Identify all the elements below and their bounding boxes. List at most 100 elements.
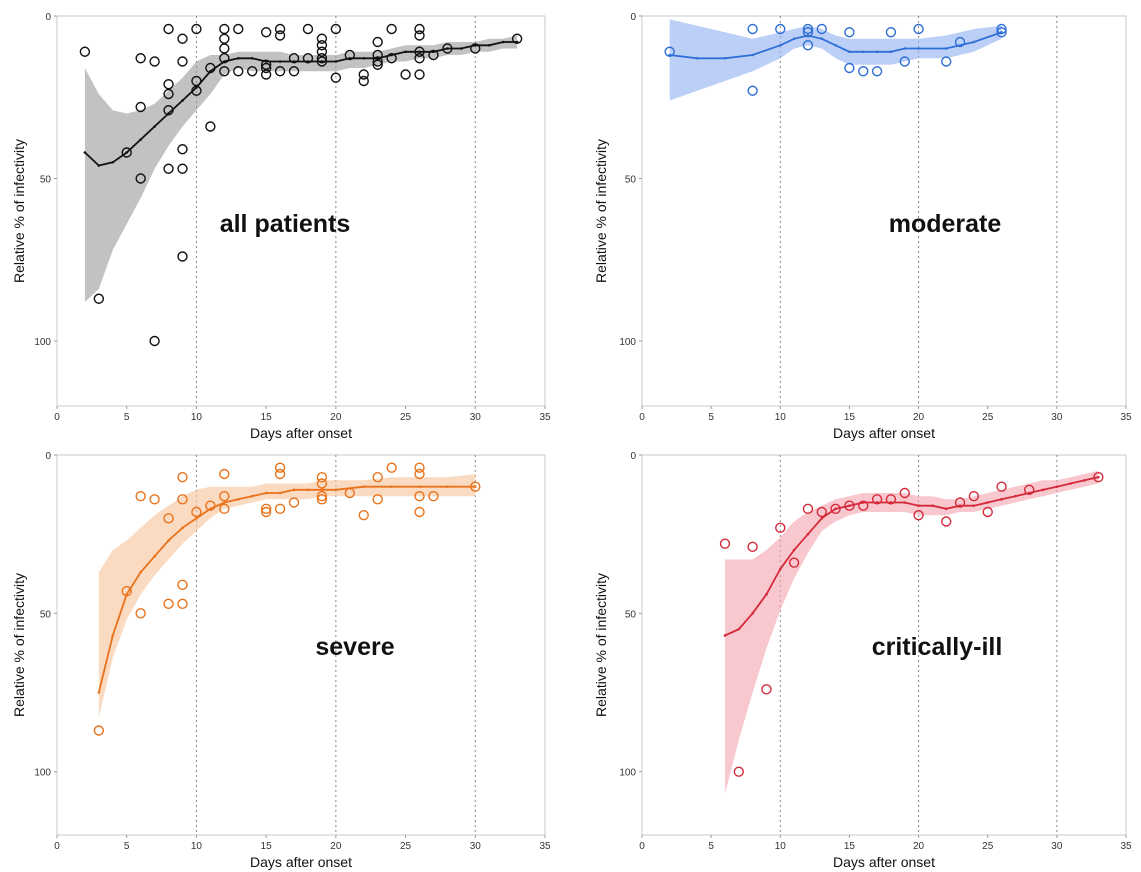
data-point xyxy=(761,684,772,695)
data-point xyxy=(219,66,230,77)
fit-point xyxy=(889,50,893,54)
x-tick-label: 15 xyxy=(844,841,856,852)
data-point xyxy=(899,56,910,67)
data-point xyxy=(149,494,160,505)
data-point xyxy=(996,23,1007,35)
fit-point xyxy=(418,485,421,488)
fit-point xyxy=(153,125,156,128)
fit-point xyxy=(181,99,184,102)
data-point xyxy=(954,36,966,48)
data-point xyxy=(954,497,966,508)
x-tick-label: 5 xyxy=(124,841,130,852)
data-point xyxy=(135,608,146,619)
data-point xyxy=(1024,484,1035,496)
data-point xyxy=(316,478,328,489)
data-point xyxy=(288,66,300,77)
data-point xyxy=(871,66,883,77)
data-point xyxy=(316,33,328,44)
data-point xyxy=(219,23,230,35)
fit-point xyxy=(97,164,101,167)
y-tick-label: 0 xyxy=(630,12,636,23)
data-point xyxy=(177,494,188,505)
fit-line xyxy=(669,31,1002,60)
fit-point xyxy=(473,485,477,488)
fit-point xyxy=(751,612,754,615)
fit-point xyxy=(696,56,699,60)
fit-point xyxy=(460,47,463,50)
data-point xyxy=(844,27,855,38)
x-tick-label: 10 xyxy=(775,412,787,423)
fit-point xyxy=(390,485,393,488)
data-point xyxy=(274,468,286,480)
x-tick-label: 30 xyxy=(1051,841,1063,852)
x-tick-label: 15 xyxy=(261,412,273,423)
fit-point xyxy=(236,56,240,60)
data-point xyxy=(830,503,841,515)
data-point xyxy=(260,506,272,518)
data-point xyxy=(414,506,425,518)
data-point xyxy=(260,62,272,74)
data-point xyxy=(316,494,328,505)
data-point xyxy=(246,66,258,77)
data-point xyxy=(316,490,328,502)
fit-line xyxy=(724,476,1099,637)
data-point xyxy=(163,163,174,174)
fit-point xyxy=(195,517,198,520)
data-point xyxy=(163,23,174,35)
data-point xyxy=(386,53,397,64)
y-tick-label: 100 xyxy=(619,768,636,779)
data-point xyxy=(219,53,230,64)
fit-point xyxy=(751,53,754,57)
data-point xyxy=(414,30,425,41)
data-point xyxy=(899,487,910,499)
data-point xyxy=(996,27,1007,38)
data-point xyxy=(191,85,202,96)
chart-panel-4: 0 5 10 15 20 25 30 35 0 50 100 Days after onset Rela… xyxy=(593,451,1132,870)
data-point xyxy=(260,503,272,515)
y-tick-label: 100 xyxy=(34,768,51,779)
fit-point xyxy=(139,138,142,141)
data-point xyxy=(163,79,174,90)
data-point xyxy=(177,251,188,262)
x-tick-label: 35 xyxy=(1120,412,1132,423)
fit-point xyxy=(986,501,990,504)
data-point xyxy=(414,53,425,64)
data-point xyxy=(219,43,230,54)
data-point xyxy=(858,500,869,511)
fit-point xyxy=(792,37,796,41)
x-axis-title: Days after onset xyxy=(250,425,352,441)
fit-point xyxy=(362,56,366,60)
data-point xyxy=(400,69,411,80)
y-tick-label: 50 xyxy=(625,609,637,620)
fit-point xyxy=(167,539,170,542)
fit-point xyxy=(320,488,324,492)
fit-point xyxy=(278,60,282,63)
fit-point xyxy=(903,501,907,504)
fit-line xyxy=(84,41,518,167)
plot-area xyxy=(56,454,546,836)
data-point xyxy=(219,33,230,44)
data-point xyxy=(233,66,244,77)
fit-point xyxy=(1069,482,1072,485)
data-point xyxy=(163,88,174,100)
fit-point xyxy=(264,491,268,495)
data-point xyxy=(428,49,439,61)
data-point xyxy=(93,725,105,736)
fit-point xyxy=(306,488,310,492)
data-point xyxy=(121,585,132,597)
fit-point xyxy=(1097,475,1100,479)
data-point xyxy=(372,59,383,70)
data-point xyxy=(233,23,244,35)
panel-annotation: critically-ill xyxy=(872,633,1003,661)
fit-point xyxy=(848,504,851,507)
fit-point xyxy=(917,504,920,507)
data-point xyxy=(719,538,731,549)
chart-panel-1: 0 5 10 15 20 25 30 35 0 50 100 Days after onset Rela… xyxy=(11,12,551,441)
y-tick-label: 50 xyxy=(40,175,52,186)
data-point xyxy=(414,490,425,502)
data-point xyxy=(885,27,897,38)
data-point xyxy=(135,53,146,64)
data-point xyxy=(260,59,272,70)
fit-point xyxy=(125,151,129,154)
